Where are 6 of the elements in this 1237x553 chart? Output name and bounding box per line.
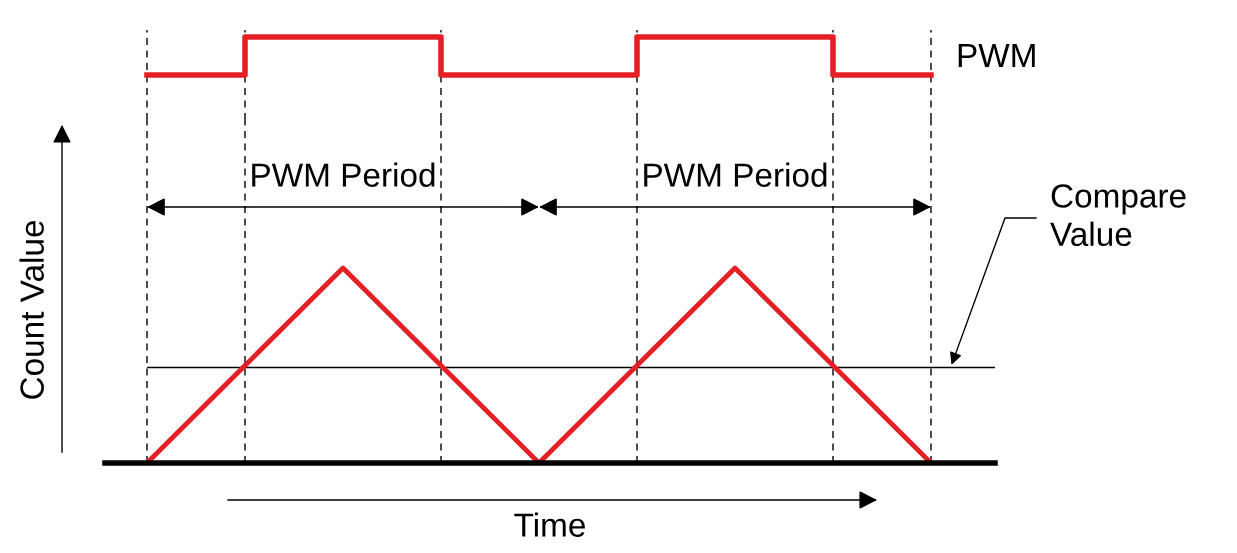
series-label: PWM bbox=[958, 44, 1035, 67]
text: PWM Period bbox=[252, 162, 435, 187]
x-axis-title: Time bbox=[514, 512, 585, 537]
ref-line-label: Compare Value bbox=[1050, 184, 1186, 247]
text: PWM Period bbox=[644, 162, 827, 187]
y-axis-title: Count Value bbox=[19, 220, 44, 399]
